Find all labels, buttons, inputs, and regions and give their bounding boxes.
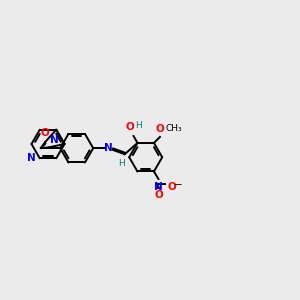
Text: H: H	[118, 159, 125, 168]
Text: N: N	[154, 182, 163, 192]
Text: O: O	[154, 190, 163, 200]
Text: −: −	[174, 180, 183, 190]
Text: +: +	[155, 182, 161, 187]
Text: O: O	[167, 182, 176, 192]
Text: O: O	[41, 128, 50, 138]
Text: N: N	[104, 143, 112, 153]
Text: H: H	[135, 121, 142, 130]
Text: CH₃: CH₃	[165, 124, 182, 133]
Text: N: N	[50, 135, 58, 145]
Text: O: O	[156, 124, 164, 134]
Text: O: O	[126, 122, 134, 132]
Text: N: N	[27, 153, 36, 163]
